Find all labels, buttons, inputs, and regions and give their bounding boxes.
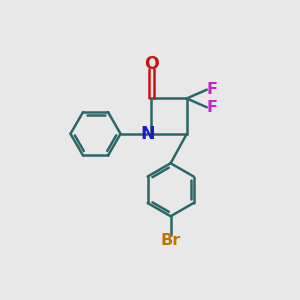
Text: F: F [206,82,217,97]
Text: N: N [140,125,155,143]
Text: Br: Br [160,233,181,248]
Text: F: F [206,100,217,115]
Text: O: O [144,55,159,73]
